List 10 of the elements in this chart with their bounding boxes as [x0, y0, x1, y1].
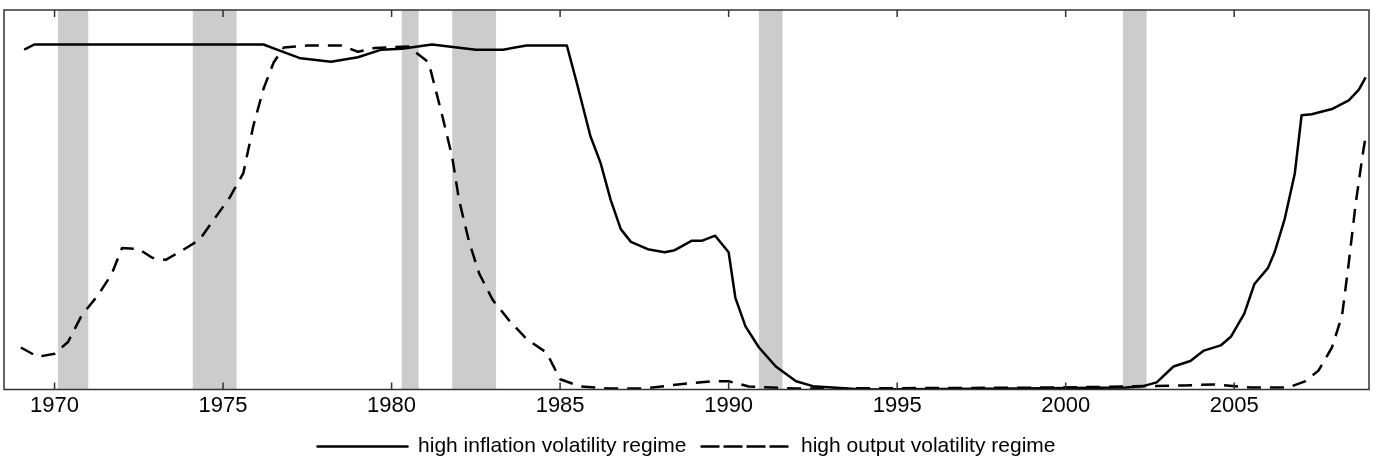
x-tick-label: 1980 — [367, 391, 417, 417]
x-tick-label: 1995 — [872, 391, 922, 417]
x-tick-label: 2005 — [1209, 391, 1259, 417]
x-tick-label: 1990 — [704, 391, 754, 417]
legend-label: high inflation volatility regime — [418, 433, 687, 457]
x-tick-label: 1985 — [535, 391, 585, 417]
x-tick-label: 2000 — [1041, 391, 1091, 417]
x-tick-label: 1975 — [198, 391, 248, 417]
x-tick-label: 1970 — [30, 391, 80, 417]
legend-label: high output volatility regime — [801, 433, 1056, 457]
